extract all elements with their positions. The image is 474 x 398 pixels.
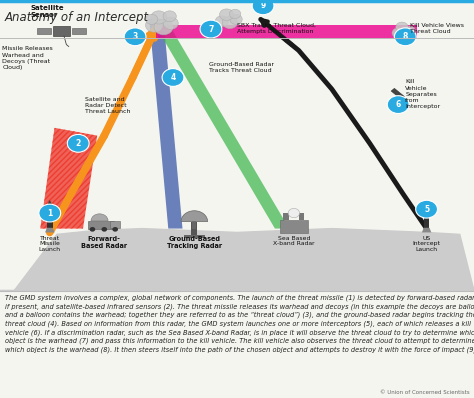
Circle shape bbox=[405, 26, 415, 35]
Circle shape bbox=[154, 20, 173, 35]
Text: Threat
Missile
Launch: Threat Missile Launch bbox=[39, 236, 61, 252]
Circle shape bbox=[67, 135, 89, 152]
Circle shape bbox=[163, 17, 178, 29]
Wedge shape bbox=[181, 211, 208, 222]
Text: Satellite and
Radar Detect
Threat Launch: Satellite and Radar Detect Threat Launch bbox=[85, 97, 131, 114]
Circle shape bbox=[146, 14, 158, 24]
Text: Forward-
Based Radar: Forward- Based Radar bbox=[81, 236, 128, 248]
Text: Ground-Based
Tracking Radar: Ground-Based Tracking Radar bbox=[167, 236, 222, 248]
Text: Sea Based
X-band Radar: Sea Based X-band Radar bbox=[273, 236, 315, 246]
Text: 2: 2 bbox=[75, 139, 81, 148]
Polygon shape bbox=[0, 228, 474, 291]
Bar bbox=[88, 221, 114, 229]
Circle shape bbox=[215, 16, 228, 27]
Circle shape bbox=[230, 14, 242, 24]
Bar bbox=[53, 26, 70, 36]
Polygon shape bbox=[149, 20, 182, 228]
Bar bbox=[184, 235, 205, 238]
Circle shape bbox=[387, 96, 409, 113]
Circle shape bbox=[222, 16, 237, 29]
Text: © Union of Concerned Scientists: © Union of Concerned Scientists bbox=[380, 390, 469, 395]
Text: 6: 6 bbox=[395, 100, 401, 109]
Bar bbox=[192, 221, 196, 229]
Text: The GMD system involves a complex, global network of components. The launch of t: The GMD system involves a complex, globa… bbox=[5, 295, 474, 353]
Bar bbox=[37, 27, 51, 35]
Circle shape bbox=[288, 209, 300, 218]
Bar bbox=[283, 213, 289, 220]
Text: 1: 1 bbox=[47, 209, 53, 218]
Text: SBX Tracks Threat Cloud,
Attempts Discrimination: SBX Tracks Threat Cloud, Attempts Discri… bbox=[237, 23, 316, 35]
Bar bbox=[280, 220, 308, 233]
Circle shape bbox=[229, 9, 241, 19]
Circle shape bbox=[90, 227, 95, 232]
Bar bbox=[191, 222, 197, 235]
Text: Satellite
Sensor: Satellite Sensor bbox=[31, 5, 64, 18]
Bar bbox=[391, 88, 404, 99]
Bar bbox=[424, 207, 429, 228]
Text: Ground-Based Radar
Tracks Threat Cloud: Ground-Based Radar Tracks Threat Cloud bbox=[209, 62, 273, 73]
Bar bbox=[47, 207, 53, 228]
Text: Kill Vehicle Views
Threat Cloud: Kill Vehicle Views Threat Cloud bbox=[410, 23, 464, 35]
Polygon shape bbox=[40, 128, 97, 228]
Circle shape bbox=[151, 11, 167, 24]
Polygon shape bbox=[156, 25, 417, 39]
Circle shape bbox=[394, 28, 416, 46]
Circle shape bbox=[146, 18, 163, 32]
Bar bbox=[72, 27, 86, 35]
Text: Missile Releases
Warhead and
Decoys (Threat
Cloud): Missile Releases Warhead and Decoys (Thr… bbox=[2, 47, 53, 70]
Polygon shape bbox=[46, 200, 53, 207]
Circle shape bbox=[399, 28, 412, 39]
Polygon shape bbox=[423, 200, 430, 207]
Circle shape bbox=[252, 0, 274, 15]
Circle shape bbox=[396, 22, 408, 32]
Circle shape bbox=[163, 11, 176, 22]
Polygon shape bbox=[152, 20, 289, 228]
Circle shape bbox=[101, 227, 107, 232]
Text: 4: 4 bbox=[170, 73, 176, 82]
Circle shape bbox=[124, 28, 146, 46]
Text: 5: 5 bbox=[424, 205, 429, 214]
Circle shape bbox=[219, 9, 234, 21]
Circle shape bbox=[112, 227, 118, 232]
Text: Kill
Vehicle
Separates
from
Interceptor: Kill Vehicle Separates from Interceptor bbox=[405, 80, 440, 109]
Circle shape bbox=[392, 28, 404, 38]
Wedge shape bbox=[91, 214, 108, 221]
Polygon shape bbox=[422, 228, 431, 232]
Bar bbox=[299, 213, 304, 220]
Circle shape bbox=[200, 20, 222, 38]
Bar bbox=[110, 221, 120, 228]
Text: US
Intercept
Launch: US Intercept Launch bbox=[412, 236, 441, 252]
Circle shape bbox=[162, 68, 184, 86]
Text: 3: 3 bbox=[132, 32, 138, 41]
Circle shape bbox=[39, 204, 61, 222]
Text: Anatomy of an Intercept: Anatomy of an Intercept bbox=[5, 12, 149, 24]
Polygon shape bbox=[45, 228, 55, 232]
Circle shape bbox=[416, 200, 438, 218]
Text: 9: 9 bbox=[260, 1, 266, 10]
Text: 7: 7 bbox=[208, 25, 214, 33]
Text: 8: 8 bbox=[402, 32, 408, 41]
